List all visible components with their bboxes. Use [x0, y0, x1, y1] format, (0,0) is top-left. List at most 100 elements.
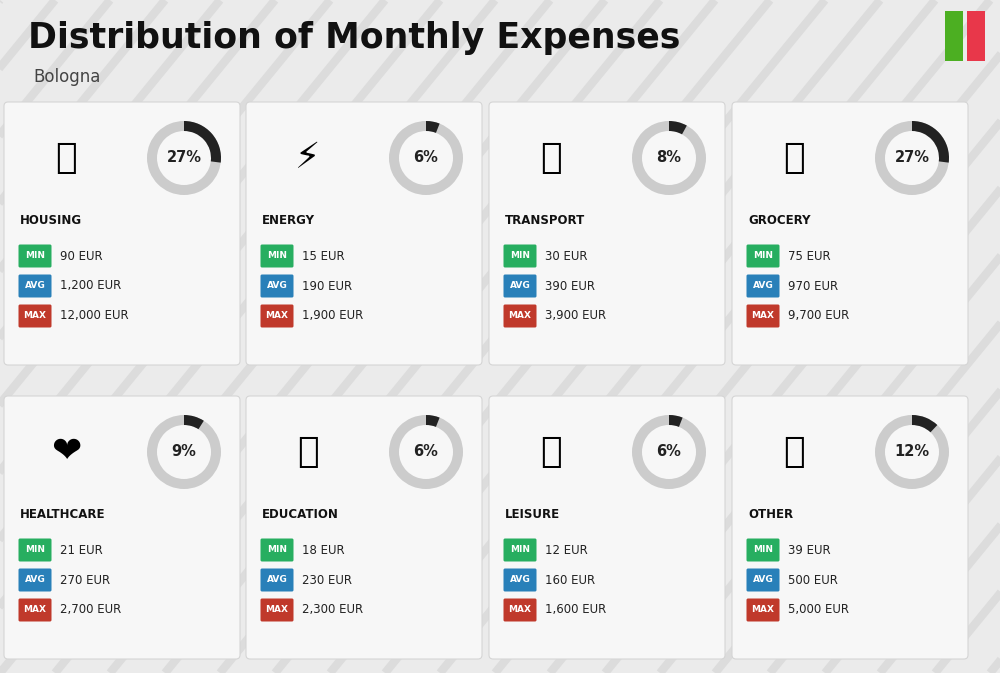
FancyBboxPatch shape [504, 244, 536, 267]
Wedge shape [669, 121, 687, 135]
FancyBboxPatch shape [504, 598, 536, 621]
Text: MAX: MAX [752, 312, 775, 320]
Text: AVG: AVG [510, 575, 530, 584]
Text: AVG: AVG [267, 575, 287, 584]
FancyBboxPatch shape [18, 538, 52, 561]
Wedge shape [875, 121, 949, 195]
Text: 390 EUR: 390 EUR [545, 279, 595, 293]
Text: AVG: AVG [510, 281, 530, 291]
Text: AVG: AVG [267, 281, 287, 291]
Wedge shape [426, 415, 440, 427]
Text: Distribution of Monthly Expenses: Distribution of Monthly Expenses [28, 21, 680, 55]
Wedge shape [389, 415, 463, 489]
Text: 🏗: 🏗 [55, 141, 77, 175]
Wedge shape [875, 415, 949, 489]
Text: 2,700 EUR: 2,700 EUR [60, 604, 121, 616]
FancyBboxPatch shape [504, 538, 536, 561]
Text: AVG: AVG [753, 575, 773, 584]
FancyBboxPatch shape [18, 304, 52, 328]
Text: MAX: MAX [752, 606, 775, 614]
Text: MIN: MIN [25, 252, 45, 260]
FancyBboxPatch shape [260, 244, 294, 267]
Text: 15 EUR: 15 EUR [302, 250, 345, 262]
FancyBboxPatch shape [732, 396, 968, 659]
Text: 190 EUR: 190 EUR [302, 279, 352, 293]
FancyBboxPatch shape [18, 598, 52, 621]
FancyBboxPatch shape [18, 275, 52, 297]
Wedge shape [147, 415, 221, 489]
FancyBboxPatch shape [747, 569, 780, 592]
Text: MAX: MAX [266, 312, 288, 320]
Text: Bologna: Bologna [33, 68, 100, 86]
Text: OTHER: OTHER [748, 508, 793, 521]
FancyBboxPatch shape [747, 275, 780, 297]
Text: 27%: 27% [166, 151, 202, 166]
Text: AVG: AVG [753, 281, 773, 291]
FancyBboxPatch shape [732, 102, 968, 365]
Text: 🛍: 🛍 [540, 435, 562, 469]
Text: 12%: 12% [894, 444, 930, 460]
Text: HEALTHCARE: HEALTHCARE [20, 508, 106, 521]
Text: ❤: ❤ [51, 435, 81, 469]
Text: 270 EUR: 270 EUR [60, 573, 110, 586]
Wedge shape [912, 121, 949, 163]
Text: 39 EUR: 39 EUR [788, 544, 831, 557]
FancyBboxPatch shape [246, 102, 482, 365]
Wedge shape [669, 415, 683, 427]
Wedge shape [184, 415, 204, 429]
Text: 1,600 EUR: 1,600 EUR [545, 604, 606, 616]
Text: 21 EUR: 21 EUR [60, 544, 103, 557]
FancyBboxPatch shape [260, 598, 294, 621]
Text: HOUSING: HOUSING [20, 214, 82, 227]
Text: MAX: MAX [509, 312, 532, 320]
Text: 230 EUR: 230 EUR [302, 573, 352, 586]
FancyBboxPatch shape [945, 11, 963, 61]
Wedge shape [184, 121, 221, 163]
Text: EDUCATION: EDUCATION [262, 508, 339, 521]
Text: 8%: 8% [656, 151, 682, 166]
Text: 6%: 6% [414, 444, 438, 460]
Text: 75 EUR: 75 EUR [788, 250, 831, 262]
Text: MIN: MIN [25, 546, 45, 555]
FancyBboxPatch shape [260, 538, 294, 561]
FancyBboxPatch shape [18, 569, 52, 592]
Text: MAX: MAX [24, 606, 46, 614]
FancyBboxPatch shape [4, 396, 240, 659]
Text: MIN: MIN [753, 252, 773, 260]
Text: 9%: 9% [172, 444, 196, 460]
Text: 2,300 EUR: 2,300 EUR [302, 604, 363, 616]
Text: 12,000 EUR: 12,000 EUR [60, 310, 129, 322]
Text: 30 EUR: 30 EUR [545, 250, 587, 262]
FancyBboxPatch shape [246, 396, 482, 659]
Text: 970 EUR: 970 EUR [788, 279, 838, 293]
Text: 🚌: 🚌 [540, 141, 562, 175]
Text: MIN: MIN [510, 252, 530, 260]
FancyBboxPatch shape [747, 538, 780, 561]
Wedge shape [147, 121, 221, 195]
Text: ⚡: ⚡ [295, 141, 321, 175]
Text: ENERGY: ENERGY [262, 214, 315, 227]
FancyBboxPatch shape [747, 244, 780, 267]
FancyBboxPatch shape [504, 275, 536, 297]
Text: LEISURE: LEISURE [505, 508, 560, 521]
Text: 18 EUR: 18 EUR [302, 544, 345, 557]
Text: 🛒: 🛒 [783, 141, 805, 175]
FancyBboxPatch shape [489, 396, 725, 659]
Wedge shape [632, 415, 706, 489]
Text: MAX: MAX [509, 606, 532, 614]
Text: MIN: MIN [267, 252, 287, 260]
Text: MAX: MAX [24, 312, 46, 320]
Text: 🎓: 🎓 [297, 435, 319, 469]
FancyBboxPatch shape [4, 102, 240, 365]
Text: GROCERY: GROCERY [748, 214, 810, 227]
FancyBboxPatch shape [747, 598, 780, 621]
Text: MIN: MIN [510, 546, 530, 555]
FancyBboxPatch shape [747, 304, 780, 328]
Text: TRANSPORT: TRANSPORT [505, 214, 585, 227]
Text: 27%: 27% [895, 151, 930, 166]
Wedge shape [912, 415, 937, 432]
Text: 5,000 EUR: 5,000 EUR [788, 604, 849, 616]
Text: 500 EUR: 500 EUR [788, 573, 838, 586]
Text: 9,700 EUR: 9,700 EUR [788, 310, 849, 322]
FancyBboxPatch shape [967, 11, 985, 61]
